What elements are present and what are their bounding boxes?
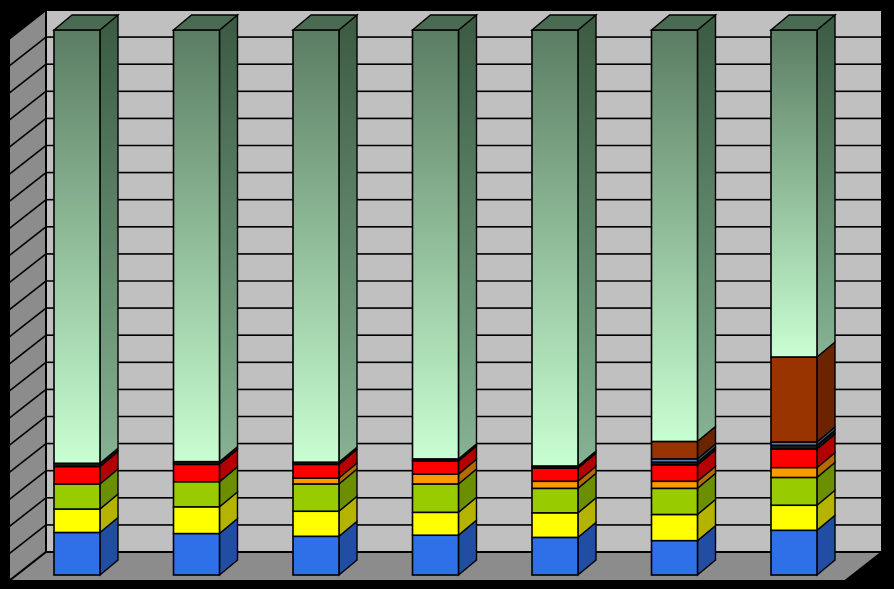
side-gridline: [8, 497, 47, 528]
bar-segment: [770, 356, 818, 443]
side-gridline: [8, 334, 47, 365]
bar-segment: [411, 483, 460, 514]
side-gridline: [8, 442, 47, 474]
bar-segment: [53, 465, 101, 485]
bar-stack: [530, 13, 598, 577]
bar-segment: [650, 464, 699, 483]
side-gridline: [8, 253, 47, 284]
bar-segment-side: [457, 13, 478, 461]
bar-segment-side: [816, 13, 836, 359]
bar-segment: [531, 512, 579, 539]
side-gridline: [8, 90, 47, 121]
bar-segment: [650, 480, 699, 490]
bar-segment: [770, 476, 818, 507]
side-gridline: [8, 280, 47, 311]
bar-segment: [650, 440, 699, 460]
bar-top-cap: [530, 14, 598, 31]
bar-segment: [53, 483, 101, 510]
bar-top-cap: [410, 14, 479, 31]
bar-segment: [292, 463, 340, 479]
side-gridline: [8, 524, 47, 555]
side-gridline: [8, 171, 47, 203]
side-gridline: [8, 388, 47, 420]
side-gridline: [8, 361, 47, 392]
side-gridline: [8, 199, 47, 230]
bars: [52, 13, 837, 577]
bar-segment: [292, 535, 340, 576]
bar-segment: [411, 29, 460, 460]
bar-stack: [649, 13, 718, 577]
bar-segment: [411, 473, 460, 485]
bar-segment: [292, 477, 340, 485]
bar-segment: [53, 508, 101, 534]
bar-stack: [410, 13, 479, 577]
bar-stack: [769, 13, 837, 577]
bar-segment: [411, 511, 460, 537]
bar-segment: [292, 510, 340, 538]
bar-segment: [770, 466, 818, 479]
side-gridline: [8, 415, 47, 447]
bar-segment: [53, 29, 101, 465]
bar-segment: [531, 480, 579, 490]
bar-segment: [531, 467, 579, 483]
bar-top-cap: [649, 14, 718, 31]
bar-segment: [650, 487, 699, 516]
bar-segment: [292, 29, 340, 463]
bar-segment: [531, 29, 579, 467]
bar-segment-side: [696, 13, 717, 443]
bar-segment: [770, 448, 818, 469]
bar-segment-side: [218, 13, 239, 464]
bar-segment: [770, 529, 818, 576]
bar-stack: [291, 13, 359, 577]
bar-segment: [650, 539, 699, 576]
bar-stack: [171, 13, 240, 577]
bar-segment: [172, 29, 221, 463]
bar-segment-side: [816, 340, 836, 444]
bar-segment: [411, 460, 460, 475]
bar-top-cap: [769, 14, 837, 31]
bar-segment: [53, 531, 101, 576]
side-gridline: [8, 307, 47, 338]
bar-stack: [52, 13, 120, 577]
bar-segment: [770, 29, 818, 358]
side-gridline: [8, 36, 47, 67]
bar-top-cap: [52, 14, 120, 31]
bar-segment: [172, 506, 221, 535]
side-gridline: [8, 226, 47, 257]
side-gridline: [8, 470, 47, 501]
bar-segment: [172, 463, 221, 483]
bar-segment-side: [577, 13, 597, 468]
bar-segment: [411, 534, 460, 576]
bar-segment-side: [99, 13, 119, 465]
bar-segment: [531, 487, 579, 514]
bar-segment: [650, 29, 699, 443]
bar-segment-side: [338, 13, 358, 464]
bar-segment: [172, 481, 221, 508]
bar-segment: [531, 536, 579, 576]
bar-segment: [172, 532, 221, 576]
bar-segment: [650, 513, 699, 542]
side-gridline: [8, 63, 47, 94]
bar-top-cap: [171, 14, 240, 31]
side-gridline: [8, 144, 47, 176]
bar-segment: [770, 504, 818, 532]
bar-top-cap: [291, 14, 359, 31]
side-gridline: [8, 117, 47, 149]
bar-segment: [292, 483, 340, 513]
